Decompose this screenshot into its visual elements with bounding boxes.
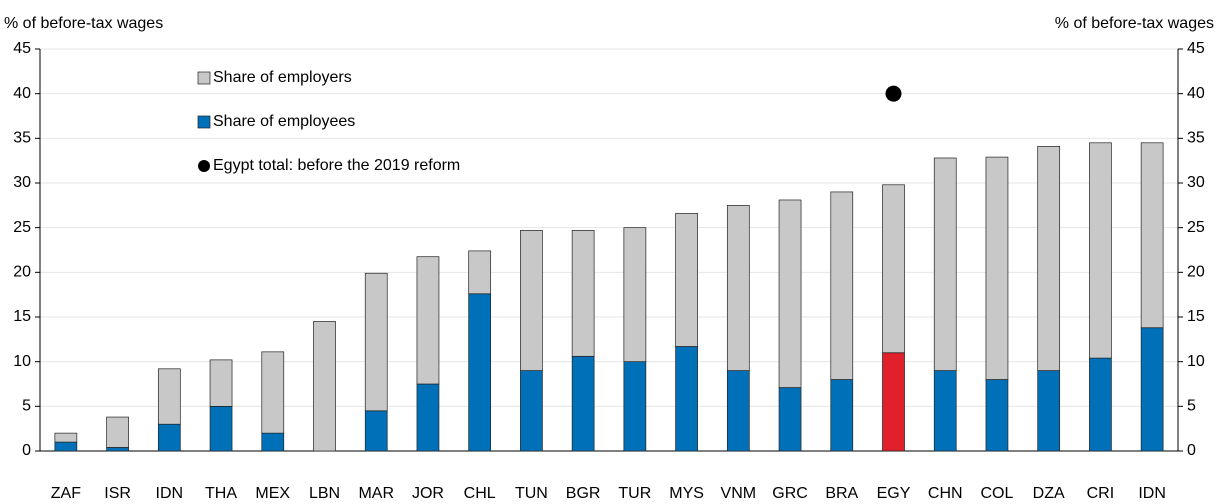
y-tick-label: 25 (13, 219, 31, 236)
bar (416, 256, 440, 385)
x-tick-label: TUR (618, 485, 651, 502)
y2-tick-label: 20 (1187, 264, 1205, 281)
bar (726, 204, 750, 371)
bar (830, 191, 854, 380)
legend-marker (197, 115, 211, 129)
y2-tick-label: 10 (1187, 353, 1205, 370)
bar (468, 250, 492, 295)
bar (778, 387, 802, 452)
x-tick-label: IDN (1138, 485, 1166, 502)
bar (623, 227, 647, 363)
y-tick-label: 15 (13, 308, 31, 325)
bar (933, 157, 957, 371)
x-tick-label: DZA (1033, 485, 1065, 502)
y-axis-label: % of before-tax wages (4, 15, 163, 32)
y2-tick-label: 35 (1187, 130, 1205, 147)
bar (261, 432, 285, 452)
bar (882, 184, 905, 354)
bar (106, 416, 129, 448)
x-tick-label: IDN (156, 485, 184, 502)
point (885, 85, 902, 102)
x-tick-label: CRI (1087, 485, 1115, 502)
bar (623, 361, 647, 452)
y-tick-label: 45 (13, 40, 31, 57)
bar (778, 199, 802, 388)
x-tick-label: EGY (877, 485, 911, 502)
y2-tick-label: 25 (1187, 219, 1205, 236)
bar (364, 410, 388, 452)
bar (726, 370, 750, 452)
y-tick-label: 10 (13, 353, 31, 370)
y2-tick-label: 0 (1187, 442, 1196, 459)
bar (830, 379, 854, 452)
bar (571, 229, 595, 357)
bar (209, 359, 233, 407)
x-tick-label: ISR (104, 485, 131, 502)
y-tick-label: 40 (13, 85, 31, 102)
bar (933, 370, 957, 452)
x-tick-label: CHN (928, 485, 963, 502)
y-tick-label: 20 (13, 264, 31, 281)
x-tick-label: TUN (515, 485, 548, 502)
bar (520, 229, 543, 371)
legend-marker (198, 160, 210, 172)
bar (571, 355, 595, 452)
bar (416, 383, 440, 452)
x-tick-label: THA (205, 485, 237, 502)
bar (1089, 142, 1112, 359)
x-tick-label: ZAF (51, 485, 81, 502)
bar (157, 368, 181, 425)
bar (882, 352, 905, 452)
bar (985, 156, 1009, 380)
bar (1140, 142, 1164, 329)
bar (675, 213, 698, 347)
bar (1037, 370, 1061, 452)
legend-marker (197, 71, 211, 85)
legend-label: Egypt total: before the 2019 reform (213, 157, 460, 174)
x-tick-label: BRA (825, 485, 858, 502)
x-tick-label: BGR (566, 485, 601, 502)
bar (520, 370, 543, 452)
x-tick-label: COL (981, 485, 1014, 502)
bar (1140, 327, 1164, 452)
x-tick-label: MYS (669, 485, 704, 502)
x-tick-label: CHL (464, 485, 496, 502)
bar (261, 351, 285, 434)
x-tick-label: LBN (309, 485, 340, 502)
bar (468, 293, 492, 452)
x-tick-label: MAR (358, 485, 394, 502)
y2-tick-label: 5 (1187, 398, 1196, 415)
y-tick-label: 5 (22, 398, 31, 415)
bar (313, 321, 336, 452)
x-tick-label: JOR (412, 485, 444, 502)
x-tick-label: VNM (721, 485, 757, 502)
bar (54, 432, 78, 443)
y-tick-label: 35 (13, 130, 31, 147)
x-tick-label: GRC (772, 485, 808, 502)
legend-label: Share of employers (213, 69, 352, 86)
bar (209, 405, 233, 452)
legend-label: Share of employees (213, 113, 355, 130)
bar (675, 346, 698, 452)
x-tick-label: MEX (255, 485, 290, 502)
y-tick-label: 0 (22, 442, 31, 459)
bar (157, 423, 181, 452)
bar (1089, 357, 1112, 452)
bar (985, 379, 1009, 452)
bar (54, 441, 78, 452)
y2-axis-label: % of before-tax wages (1055, 15, 1214, 32)
bar (1037, 146, 1061, 371)
y2-tick-label: 40 (1187, 85, 1205, 102)
bar (106, 447, 129, 452)
y2-tick-label: 45 (1187, 40, 1205, 57)
bar (364, 272, 388, 412)
y2-tick-label: 15 (1187, 308, 1205, 325)
y2-tick-label: 30 (1187, 174, 1205, 191)
y-tick-label: 30 (13, 174, 31, 191)
